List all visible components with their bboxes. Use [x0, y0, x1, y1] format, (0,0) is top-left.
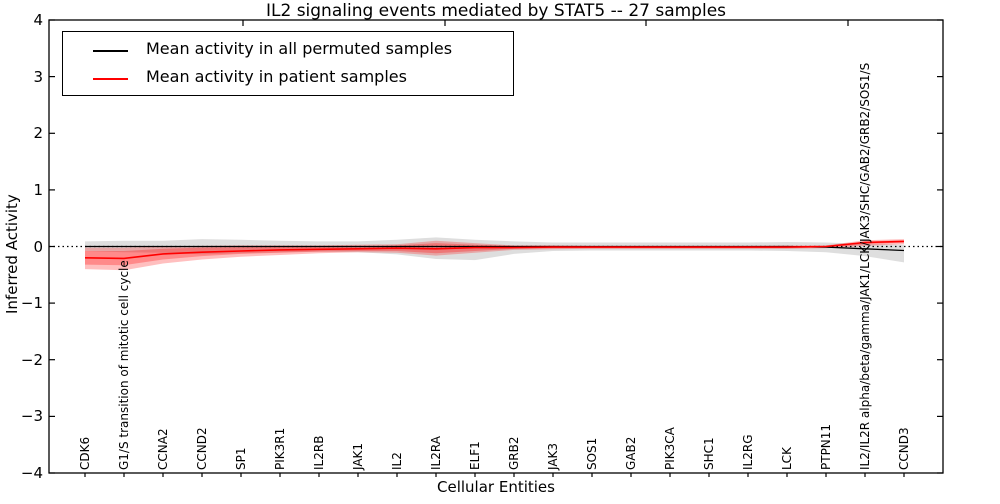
x-tick-label: SP1 [234, 447, 248, 471]
x-tick-label: ELF1 [468, 441, 482, 470]
legend-line-sample-permuted [93, 50, 128, 52]
x-tick-label: GRB2 [507, 436, 521, 470]
y-tick-label: −1 [20, 294, 43, 312]
patient-mean-line [84, 240, 905, 260]
y-tick-label: −2 [20, 351, 43, 369]
x-tick-label: IL2/IL2R alpha/beta/gamma/JAK1/LCK/JAK3/… [858, 62, 872, 470]
x-tick-label: IL2RG [741, 434, 755, 471]
y-tick-label: 1 [33, 181, 43, 199]
x-tick-label: PIK3R1 [273, 427, 287, 470]
y-tick-label: 4 [33, 11, 43, 29]
x-tick-label: LCK [780, 447, 794, 470]
x-tick-label: CCND2 [195, 427, 209, 470]
x-tick-label: IL2RA [429, 436, 443, 470]
x-tick-label: G1/S transition of mitotic cell cycle [117, 260, 131, 470]
x-tick-label: IL2 [390, 452, 404, 470]
x-tick-label: CCNA2 [156, 428, 170, 470]
legend-label: Mean activity in patient samples [146, 67, 407, 86]
x-tick-label: CCND3 [897, 427, 911, 470]
legend-item-patient: Mean activity in patient samples [63, 65, 513, 93]
permuted-band [85, 237, 904, 263]
x-tick-label: SHC1 [702, 437, 716, 470]
x-tick-label: JAK1 [351, 442, 365, 470]
x-axis-title: Cellular Entities [437, 478, 555, 496]
y-tick-label: −3 [20, 407, 43, 425]
x-tick-label: JAK3 [546, 442, 560, 470]
x-tick-label: GAB2 [624, 436, 638, 470]
legend: Mean activity in all permuted samples Me… [62, 31, 514, 96]
y-tick-label: 2 [33, 124, 43, 142]
legend-line-sample-patient [93, 78, 128, 80]
y-tick-label: 3 [33, 68, 43, 86]
chart-title: IL2 signaling events mediated by STAT5 -… [265, 1, 727, 21]
legend-item-permuted: Mean activity in all permuted samples [63, 37, 513, 65]
x-tick-label: PTPN11 [819, 423, 833, 470]
x-tick-label: PIK3CA [663, 427, 677, 470]
x-tick-label: CDK6 [78, 436, 92, 470]
x-tick-label: SOS1 [585, 437, 599, 470]
y-tick-label: 0 [33, 238, 43, 256]
x-tick-label: IL2RB [312, 435, 326, 470]
legend-label: Mean activity in all permuted samples [146, 39, 453, 58]
y-tick-label: −4 [20, 464, 43, 482]
